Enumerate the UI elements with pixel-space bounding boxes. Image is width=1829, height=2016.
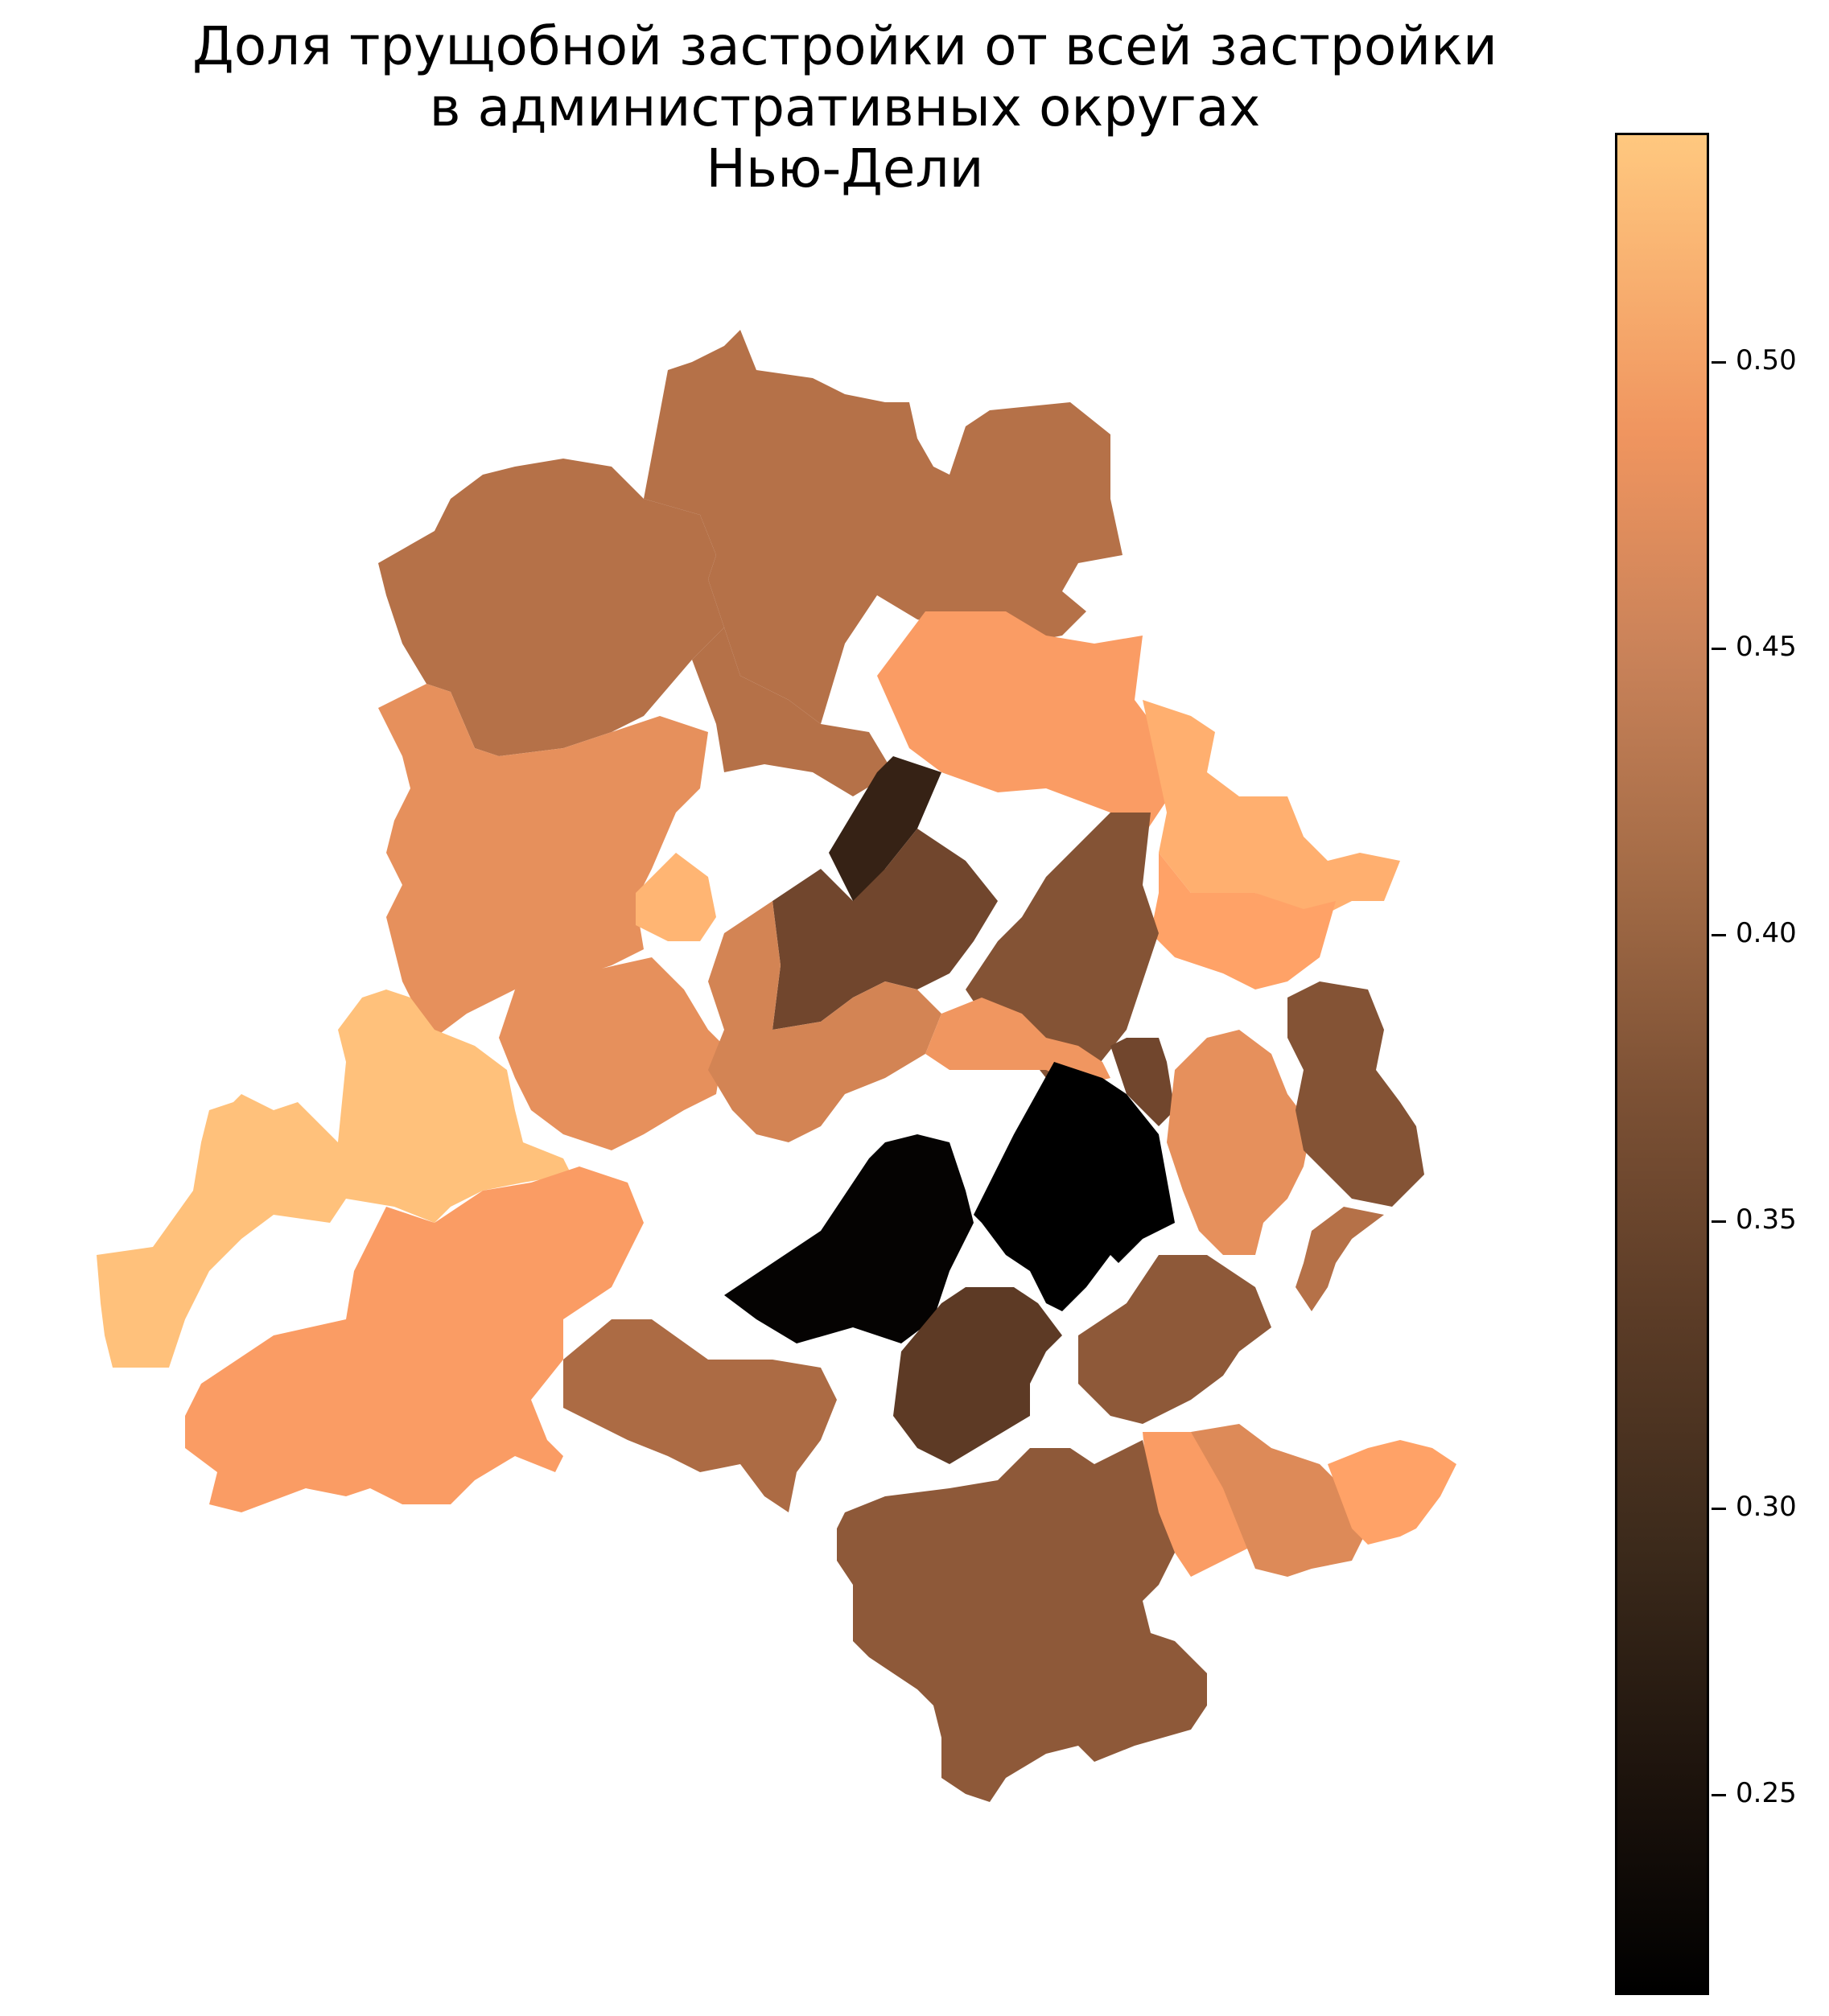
colorbar-tick-label: 0.40 bbox=[1736, 917, 1797, 950]
district-south-2 bbox=[1078, 1255, 1271, 1424]
title-line-1: Доля трущобной застройки от всей застрой… bbox=[192, 15, 1497, 77]
title-line-2: в административных округах bbox=[429, 76, 1261, 138]
colorbar-tick-label: 0.45 bbox=[1736, 631, 1797, 664]
district-central-3 bbox=[925, 998, 1110, 1086]
district-west-2 bbox=[499, 957, 724, 1150]
district-central-dark-1 bbox=[829, 756, 941, 901]
colorbar-tick-label: 0.25 bbox=[1736, 1776, 1797, 1809]
colorbar-tick-label: 0.30 bbox=[1736, 1490, 1797, 1523]
district-north-west bbox=[692, 627, 893, 796]
district-far-west bbox=[97, 989, 571, 1368]
district-central-dark-2 bbox=[772, 829, 998, 1030]
district-south-west-2 bbox=[563, 1319, 837, 1512]
colorbar bbox=[1615, 133, 1709, 1995]
district-north-east-3 bbox=[1151, 853, 1336, 989]
district-north-2 bbox=[378, 459, 724, 756]
district-black-1 bbox=[724, 1134, 974, 1343]
colorbar-tick-label: 0.50 bbox=[1736, 344, 1797, 376]
district-north-east-1 bbox=[877, 611, 1175, 837]
district-south-4 bbox=[1191, 1424, 1368, 1577]
colorbar-tick-mark bbox=[1712, 934, 1726, 937]
district-south-west bbox=[185, 1166, 644, 1512]
district-east-1 bbox=[1110, 1038, 1175, 1126]
colorbar-tick-mark bbox=[1712, 1793, 1726, 1796]
district-south-1 bbox=[893, 1287, 1062, 1464]
district-west-small bbox=[636, 853, 716, 941]
district-black-2 bbox=[974, 1062, 1175, 1311]
district-north-east-2 bbox=[1143, 700, 1400, 917]
district-east-2 bbox=[1167, 1030, 1312, 1255]
colorbar-tick-mark bbox=[1712, 1220, 1726, 1224]
colorbar-tick-label: 0.35 bbox=[1736, 1203, 1797, 1236]
district-south-long bbox=[837, 1440, 1207, 1802]
colorbar-tick-mark bbox=[1712, 648, 1726, 651]
district-east-3 bbox=[1287, 981, 1424, 1207]
district-south-east bbox=[1328, 1440, 1456, 1545]
district-west-1 bbox=[378, 684, 708, 1038]
map-title: Доля трущобной застройки от всей застрой… bbox=[0, 16, 1690, 200]
colorbar-tick-mark bbox=[1712, 1507, 1726, 1510]
district-central-2 bbox=[708, 901, 941, 1142]
district-east-4 bbox=[1296, 1207, 1384, 1311]
colorbar-tick-mark bbox=[1712, 360, 1726, 364]
title-line-3: Нью-Дели bbox=[706, 138, 984, 200]
delhi-choropleth-map bbox=[97, 330, 1456, 1802]
